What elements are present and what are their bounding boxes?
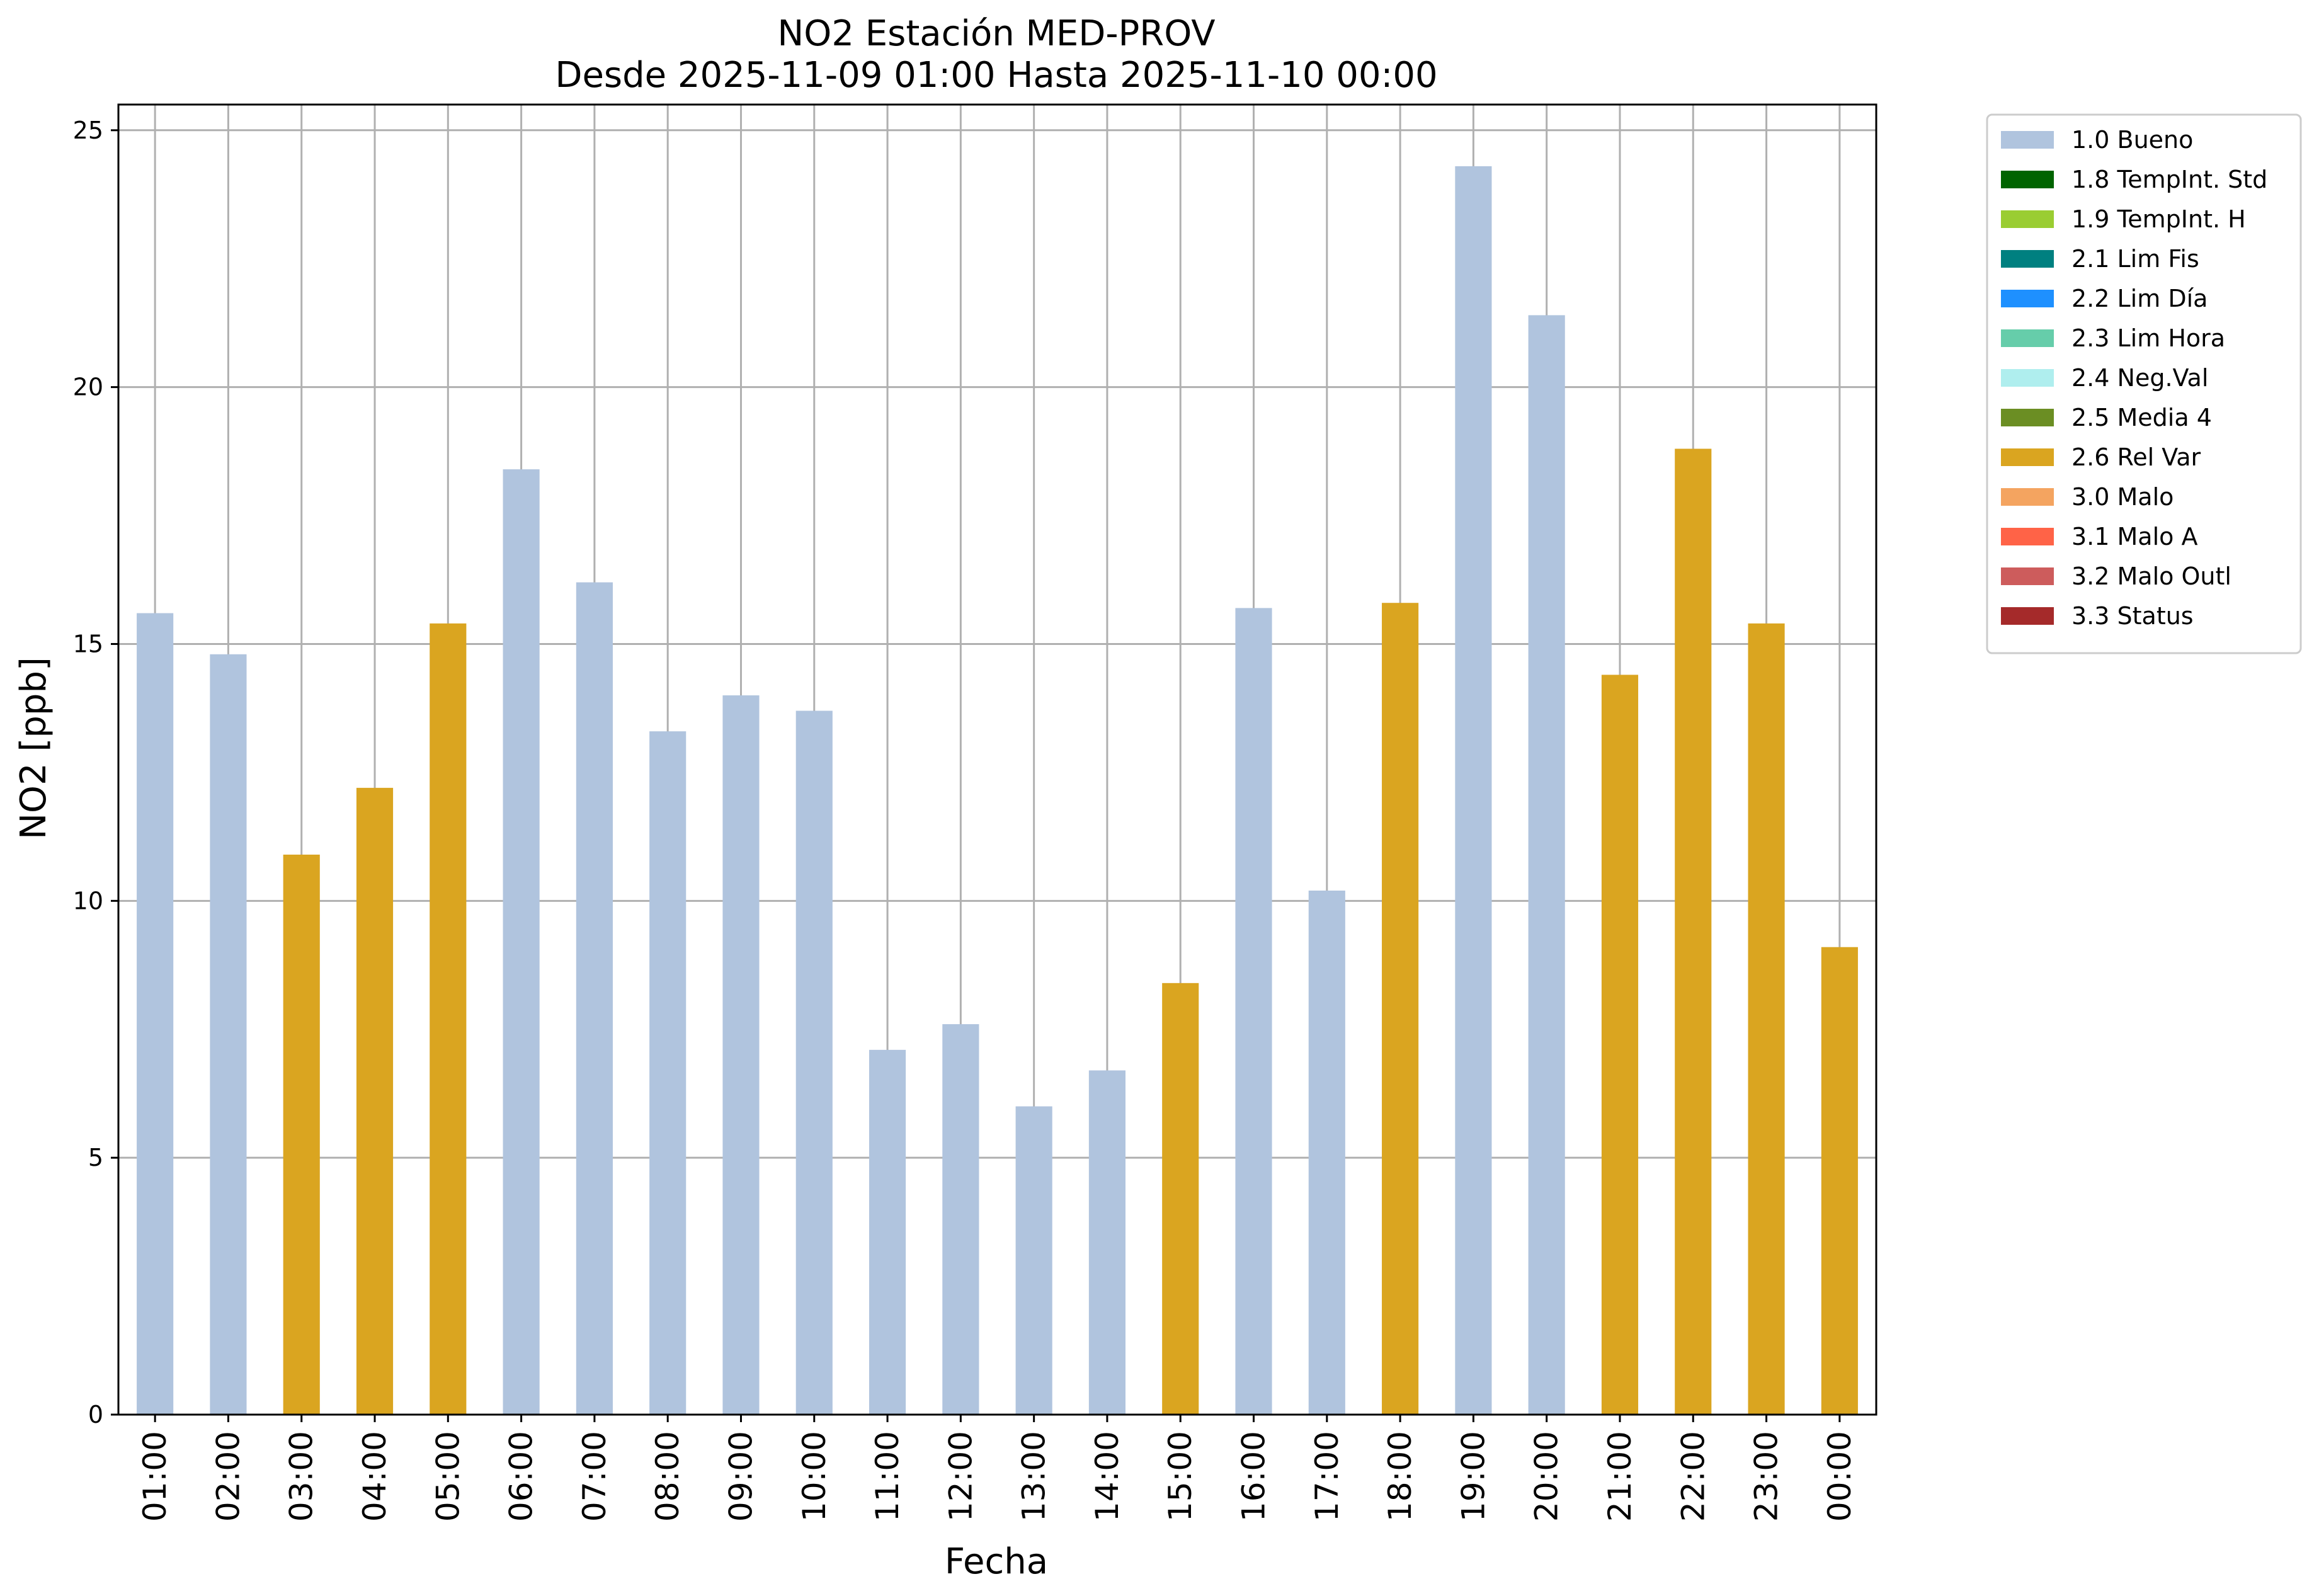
bar-13:00: [1015, 1106, 1052, 1415]
bar-18:00: [1382, 603, 1419, 1415]
legend-swatch: [2001, 528, 2054, 545]
x-tick-label: 18:00: [1382, 1431, 1418, 1522]
x-tick-label: 17:00: [1309, 1431, 1345, 1522]
legend-swatch: [2001, 409, 2054, 426]
chart-title: NO2 Estación MED-PROV: [777, 13, 1215, 54]
y-tick-labels: 0 5 10 15 20 25: [73, 117, 103, 1428]
bar-16:00: [1235, 608, 1272, 1415]
legend-swatch: [2001, 290, 2054, 307]
x-tick-label: 20:00: [1529, 1431, 1565, 1522]
x-tick-label: 01:00: [137, 1431, 173, 1522]
legend-swatch: [2001, 488, 2054, 506]
bar-09:00: [722, 695, 760, 1415]
legend-swatch: [2001, 567, 2054, 585]
x-tick-label: 19:00: [1455, 1431, 1491, 1522]
x-tick-label: 13:00: [1016, 1431, 1052, 1522]
y-tick-label: 10: [73, 887, 103, 915]
bar-03:00: [283, 854, 320, 1415]
x-tick-label: 02:00: [210, 1431, 246, 1522]
legend-entry: 2.1 Lim Fis: [2071, 245, 2199, 273]
legend: 1.0 Bueno 1.8 TempInt. Std 1.9 TempInt. H 2…: [1986, 113, 2302, 654]
legend-swatch: [2001, 607, 2054, 625]
legend-entry: 2.4 Neg.Val: [2071, 364, 2208, 392]
legend-entry: 2.2 Lim Día: [2071, 285, 2208, 312]
legend-entry: 2.5 Media 4: [2071, 404, 2212, 431]
bar-12:00: [942, 1024, 979, 1415]
y-tick-label: 0: [88, 1401, 103, 1428]
x-tick-labels: 01:00 02:00 03:00 04:00 05:00 06:00 07:00 08:00…: [137, 1431, 1858, 1522]
bar-01:00: [137, 613, 174, 1415]
y-tick-label: 20: [73, 373, 103, 401]
legend-entry: 2.6 Rel Var: [2071, 443, 2201, 471]
legend-swatch: [2001, 448, 2054, 466]
bar-21:00: [1601, 675, 1639, 1415]
x-tick-label: 07:00: [576, 1431, 613, 1522]
legend-entry: 3.0 Malo: [2071, 483, 2174, 511]
x-tick-label: 16:00: [1236, 1431, 1272, 1522]
bar-10:00: [795, 710, 833, 1415]
bar-04:00: [356, 787, 394, 1415]
legend-swatch: [2001, 329, 2054, 347]
bar-22:00: [1675, 448, 1712, 1415]
x-tick-label: 22:00: [1675, 1431, 1711, 1522]
legend-swatch: [2001, 171, 2054, 188]
bars: [137, 166, 1858, 1415]
x-tick-label: 23:00: [1748, 1431, 1785, 1522]
y-tick-label: 25: [73, 117, 103, 144]
legend-entry: 2.3 Lim Hora: [2071, 324, 2225, 352]
x-tick-label: 06:00: [503, 1431, 540, 1522]
y-tick-label: 15: [73, 630, 103, 658]
legend-swatch: [2001, 369, 2054, 387]
y-axis-label: NO2 [ppb]: [13, 657, 54, 840]
x-tick-label: 03:00: [283, 1431, 320, 1522]
x-tick-label: 14:00: [1089, 1431, 1125, 1522]
x-tick-label: 05:00: [430, 1431, 466, 1522]
legend-swatch: [2001, 210, 2054, 228]
x-tick-label: 21:00: [1602, 1431, 1638, 1522]
bar-05:00: [430, 623, 467, 1415]
legend-entry: 1.0 Bueno: [2071, 126, 2193, 154]
x-tick-label: 11:00: [869, 1431, 906, 1522]
legend-swatch: [2001, 250, 2054, 268]
legend-entry: 3.1 Malo A: [2071, 523, 2197, 550]
x-tick-label: 15:00: [1162, 1431, 1199, 1522]
axes: [111, 103, 1877, 1422]
bar-08:00: [649, 731, 687, 1415]
bar-07:00: [576, 582, 613, 1415]
legend-box: [1986, 113, 2302, 654]
legend-swatch: [2001, 131, 2054, 149]
bar-19:00: [1455, 166, 1492, 1415]
bar-02:00: [210, 654, 247, 1415]
bar-15:00: [1162, 983, 1199, 1415]
bar-06:00: [503, 469, 540, 1415]
bar-20:00: [1528, 315, 1565, 1415]
x-tick-label: 08:00: [649, 1431, 686, 1522]
x-tick-label: 09:00: [722, 1431, 759, 1522]
bar-14:00: [1088, 1070, 1126, 1415]
bar-17:00: [1308, 891, 1345, 1415]
x-tick-label: 00:00: [1821, 1431, 1858, 1522]
legend-entry: 3.2 Malo Outl: [2071, 562, 2231, 590]
x-axis-label: Fecha: [945, 1541, 1048, 1582]
x-tick-label: 04:00: [356, 1431, 393, 1522]
plot-frame: [117, 103, 1877, 1416]
bar-00:00: [1821, 947, 1858, 1415]
legend-entry: 1.8 TempInt. Std: [2071, 166, 2267, 193]
bar-11:00: [869, 1049, 906, 1415]
bar-23:00: [1748, 623, 1785, 1415]
x-tick-label: 12:00: [942, 1431, 979, 1522]
legend-entry: 3.3 Status: [2071, 602, 2194, 630]
chart-subtitle: Desde 2025-11-09 01:00 Hasta 2025-11-10 …: [555, 55, 1437, 96]
y-tick-label: 5: [88, 1144, 103, 1171]
x-tick-label: 10:00: [796, 1431, 833, 1522]
legend-entry: 1.9 TempInt. H: [2071, 205, 2246, 233]
